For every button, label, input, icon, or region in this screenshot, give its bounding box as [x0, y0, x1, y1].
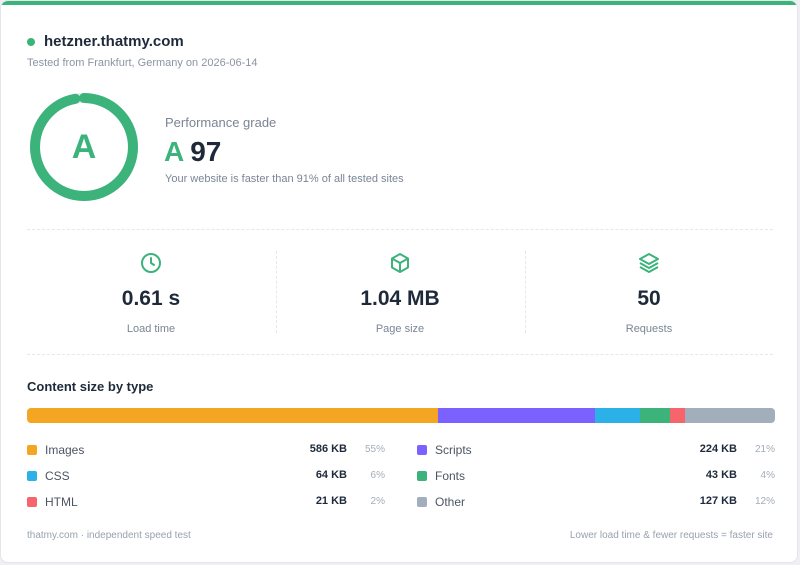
divider: [27, 354, 773, 355]
legend-swatch: [27, 471, 37, 481]
legend-percent: 55%: [364, 444, 385, 455]
bar-segment-other: [685, 408, 775, 423]
content-size-title: Content size by type: [27, 379, 154, 394]
grade-ring-letter: A: [71, 127, 97, 166]
test-info: Tested from Frankfurt, Germany on 2026-0…: [27, 57, 258, 69]
legend-swatch: [417, 471, 427, 481]
grade-letter: A: [164, 136, 185, 167]
grade-heading: A 97: [164, 135, 221, 169]
legend-percent: 12%: [754, 496, 775, 507]
metric-divider: [525, 251, 526, 333]
legend-swatch: [27, 445, 37, 455]
grade-ring: [30, 93, 138, 201]
metric-load-time: 0.61 s Load time: [27, 251, 275, 335]
package-icon: [391, 253, 409, 273]
metric-label: Load time: [126, 323, 176, 335]
footer-brand: thatmy.com · independent speed test: [27, 530, 191, 541]
layers-icon: [639, 253, 659, 273]
metric-page-size: 1.04 MB Page size: [276, 251, 524, 335]
legend-item-html: HTML 21 KB 2%: [27, 494, 385, 510]
metric-label: Requests: [625, 323, 673, 335]
legend-size: 224 KB: [699, 443, 737, 455]
grade-comparison: Your website is faster than 91% of all t…: [165, 173, 404, 185]
top-accent-bar: [1, 1, 797, 5]
legend-size: 64 KB: [315, 469, 347, 481]
legend-item-scripts: Scripts 224 KB 21%: [417, 442, 775, 458]
site-domain: hetzner.thatmy.com: [44, 33, 184, 50]
legend-name: Other: [435, 495, 466, 509]
legend-percent: 6%: [370, 470, 385, 481]
metric-value: 1.04 MB: [360, 287, 440, 310]
metric-label: Page size: [375, 323, 425, 335]
bar-segment-scripts: [438, 408, 596, 423]
legend-swatch: [417, 445, 427, 455]
legend-swatch: [27, 497, 37, 507]
legend-name: Images: [45, 443, 85, 457]
legend-size: 21 KB: [315, 495, 347, 507]
legend-item-fonts: Fonts 43 KB 4%: [417, 468, 775, 484]
legend-name: Fonts: [435, 469, 466, 483]
grade-label: Performance grade: [165, 115, 277, 130]
legend-percent: 4%: [760, 470, 775, 481]
legend-size: 43 KB: [705, 469, 737, 481]
status-dot-icon: [27, 37, 35, 46]
legend-percent: 21%: [754, 444, 775, 455]
legend-item-images: Images 586 KB 55%: [27, 442, 385, 458]
legend-size: 127 KB: [699, 495, 737, 507]
legend-item-other: Other 127 KB 12%: [417, 494, 775, 510]
metric-requests: 50 Requests: [525, 251, 773, 335]
legend-item-css: CSS 64 KB 6%: [27, 468, 385, 484]
legend-swatch: [417, 497, 427, 507]
legend-size: 586 KB: [309, 443, 347, 455]
legend-name: Scripts: [435, 443, 472, 457]
divider: [27, 229, 773, 230]
legend-percent: 2%: [370, 496, 385, 507]
content-size-bar: [27, 408, 775, 423]
clock-icon: [141, 253, 161, 273]
legend-name: HTML: [45, 495, 78, 509]
footer-hint: Lower load time & fewer requests = faste…: [569, 530, 773, 541]
bar-segment-fonts: [640, 408, 671, 423]
bar-segment-css: [595, 408, 641, 423]
metric-divider: [276, 251, 277, 333]
site-header: hetzner.thatmy.com: [27, 33, 184, 50]
metric-value: 0.61 s: [121, 287, 181, 310]
bar-segment-html: [670, 408, 686, 423]
grade-score: 97: [190, 136, 222, 167]
metric-value: 50: [637, 287, 661, 310]
bar-segment-images: [27, 408, 439, 423]
legend-name: CSS: [45, 469, 70, 483]
